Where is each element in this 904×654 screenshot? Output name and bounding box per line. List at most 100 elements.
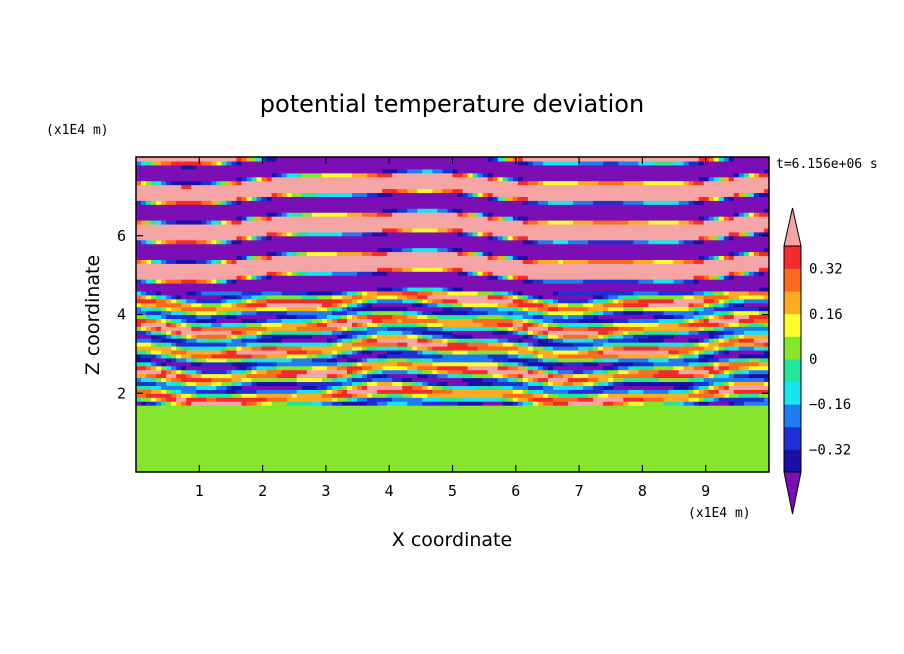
heatmap-cell xyxy=(296,448,303,453)
heatmap-cell xyxy=(191,440,197,446)
heatmap-cell xyxy=(432,377,439,383)
heatmap-cell xyxy=(331,310,338,316)
heatmap-cell xyxy=(357,208,363,213)
heatmap-cell xyxy=(301,259,308,264)
heatmap-cell xyxy=(437,251,444,257)
heatmap-cell xyxy=(306,231,313,237)
heatmap-cell xyxy=(151,212,157,217)
heatmap-cell xyxy=(246,401,253,406)
heatmap-cell xyxy=(407,342,413,347)
heatmap-cell xyxy=(301,440,308,446)
heatmap-cell xyxy=(367,456,373,461)
heatmap-cell xyxy=(261,283,268,288)
heatmap-cell xyxy=(156,263,162,268)
heatmap-cell xyxy=(321,220,328,225)
heatmap-cell xyxy=(291,365,298,371)
heatmap-cell xyxy=(331,283,338,288)
heatmap-cell xyxy=(402,306,408,312)
heatmap-cell xyxy=(367,204,373,209)
heatmap-cell xyxy=(447,420,454,426)
heatmap-cell xyxy=(216,172,222,178)
heatmap-cell xyxy=(186,279,192,284)
heatmap-cell xyxy=(151,365,157,371)
heatmap-cell xyxy=(357,255,363,260)
heatmap-cell xyxy=(377,220,383,225)
heatmap-cell xyxy=(367,314,373,320)
heatmap-cell xyxy=(261,286,268,292)
heatmap-cell xyxy=(392,330,398,335)
heatmap-cell xyxy=(271,164,278,170)
heatmap-cell xyxy=(206,440,212,446)
heatmap-cell xyxy=(261,172,268,178)
heatmap-cell xyxy=(176,377,182,383)
heatmap-cell xyxy=(427,235,433,241)
heatmap-cell xyxy=(357,393,363,398)
heatmap-cell xyxy=(412,357,418,363)
heatmap-cell xyxy=(372,208,378,213)
heatmap-cell xyxy=(251,393,258,398)
heatmap-cell xyxy=(321,436,328,442)
heatmap-cell xyxy=(246,251,253,257)
heatmap-cell xyxy=(171,283,177,288)
heatmap-cell xyxy=(206,263,212,268)
heatmap-cell xyxy=(201,220,207,225)
heatmap-cell xyxy=(196,243,202,249)
heatmap-cell xyxy=(377,365,383,371)
heatmap-cell xyxy=(352,448,358,453)
heatmap-cell xyxy=(236,456,243,461)
heatmap-cell xyxy=(181,176,187,182)
heatmap-cell xyxy=(136,200,142,205)
heatmap-cell xyxy=(201,157,207,162)
heatmap-cell xyxy=(407,251,413,257)
heatmap-cell xyxy=(341,176,348,182)
heatmap-cell xyxy=(336,271,343,276)
heatmap-cell xyxy=(306,412,313,418)
heatmap-cell xyxy=(377,412,383,418)
heatmap-cell xyxy=(191,416,197,422)
heatmap-cell xyxy=(301,267,308,272)
heatmap-cell xyxy=(176,160,182,166)
heatmap-cell xyxy=(367,160,373,166)
heatmap-cell xyxy=(311,208,318,213)
heatmap-cell xyxy=(286,357,293,363)
heatmap-cell xyxy=(387,436,393,442)
heatmap-cell xyxy=(447,349,454,355)
heatmap-cell xyxy=(417,440,423,446)
heatmap-cell xyxy=(191,267,197,272)
heatmap-cell xyxy=(316,188,323,194)
heatmap-cell xyxy=(231,164,238,170)
heatmap-cell xyxy=(291,369,298,375)
heatmap-cell xyxy=(191,428,197,434)
heatmap-cell xyxy=(412,389,418,394)
heatmap-cell xyxy=(141,164,147,170)
heatmap-cell xyxy=(221,318,228,323)
heatmap-cell xyxy=(171,361,177,367)
heatmap-cell xyxy=(161,420,167,426)
heatmap-cell xyxy=(407,184,413,190)
heatmap-cell xyxy=(412,334,418,339)
heatmap-cell xyxy=(226,275,233,280)
heatmap-cell xyxy=(316,381,323,386)
heatmap-cell xyxy=(392,200,398,205)
heatmap-cell xyxy=(362,267,368,272)
heatmap-cell xyxy=(151,231,157,237)
heatmap-cell xyxy=(311,401,318,406)
heatmap-cell xyxy=(221,310,228,316)
heatmap-cell xyxy=(402,283,408,288)
heatmap-cell xyxy=(331,361,338,367)
heatmap-cell xyxy=(301,227,308,233)
heatmap-cell xyxy=(387,223,393,229)
heatmap-cell xyxy=(146,373,152,379)
heatmap-cell xyxy=(141,326,147,331)
heatmap-cell xyxy=(236,223,243,229)
heatmap-cell xyxy=(341,385,348,390)
heatmap-cell xyxy=(321,409,328,414)
heatmap-cell xyxy=(266,251,273,257)
heatmap-cell xyxy=(211,302,217,308)
heatmap-cell xyxy=(151,204,157,209)
heatmap-cell xyxy=(382,338,388,343)
heatmap-cell xyxy=(141,416,147,422)
heatmap-cell xyxy=(407,227,413,233)
heatmap-cell xyxy=(281,208,288,213)
heatmap-cell xyxy=(241,286,248,292)
